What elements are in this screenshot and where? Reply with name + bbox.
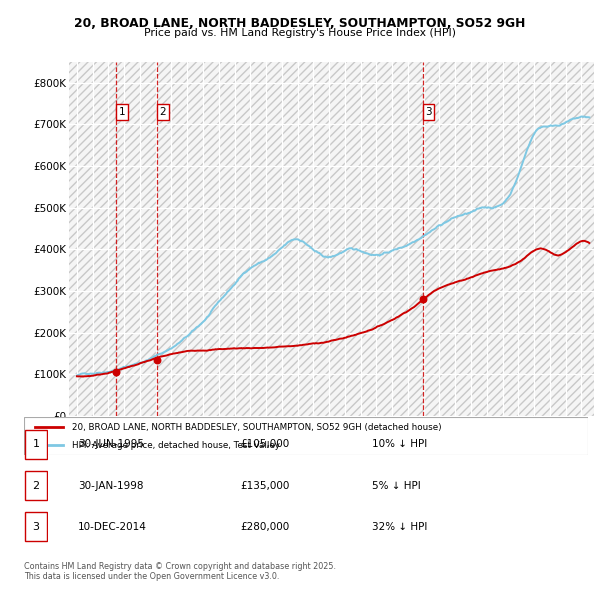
Text: 30-JAN-1998: 30-JAN-1998 xyxy=(78,481,143,490)
Text: 3: 3 xyxy=(425,107,432,117)
Text: 1: 1 xyxy=(119,107,125,117)
Text: 1: 1 xyxy=(32,440,40,449)
Bar xyxy=(25,471,47,500)
Text: Price paid vs. HM Land Registry's House Price Index (HPI): Price paid vs. HM Land Registry's House … xyxy=(144,28,456,38)
Text: 2: 2 xyxy=(160,107,166,117)
Text: £105,000: £105,000 xyxy=(240,440,289,449)
Point xyxy=(112,368,121,377)
Text: 10-DEC-2014: 10-DEC-2014 xyxy=(78,522,147,532)
Text: 2: 2 xyxy=(32,481,40,490)
Text: This data is licensed under the Open Government Licence v3.0.: This data is licensed under the Open Gov… xyxy=(24,572,280,581)
Text: £135,000: £135,000 xyxy=(240,481,289,490)
Text: 3: 3 xyxy=(32,522,40,532)
Text: 20, BROAD LANE, NORTH BADDESLEY, SOUTHAMPTON, SO52 9GH: 20, BROAD LANE, NORTH BADDESLEY, SOUTHAM… xyxy=(74,17,526,30)
Text: 10% ↓ HPI: 10% ↓ HPI xyxy=(372,440,427,449)
Bar xyxy=(25,430,47,458)
Text: HPI: Average price, detached house, Test Valley: HPI: Average price, detached house, Test… xyxy=(72,441,280,450)
Point xyxy=(152,355,162,365)
Point xyxy=(418,294,428,304)
Text: £280,000: £280,000 xyxy=(240,522,289,532)
Text: 30-JUN-1995: 30-JUN-1995 xyxy=(78,440,144,449)
Text: 32% ↓ HPI: 32% ↓ HPI xyxy=(372,522,427,532)
Bar xyxy=(25,513,47,541)
Text: 5% ↓ HPI: 5% ↓ HPI xyxy=(372,481,421,490)
Text: Contains HM Land Registry data © Crown copyright and database right 2025.: Contains HM Land Registry data © Crown c… xyxy=(24,562,336,571)
Text: 20, BROAD LANE, NORTH BADDESLEY, SOUTHAMPTON, SO52 9GH (detached house): 20, BROAD LANE, NORTH BADDESLEY, SOUTHAM… xyxy=(72,423,442,432)
